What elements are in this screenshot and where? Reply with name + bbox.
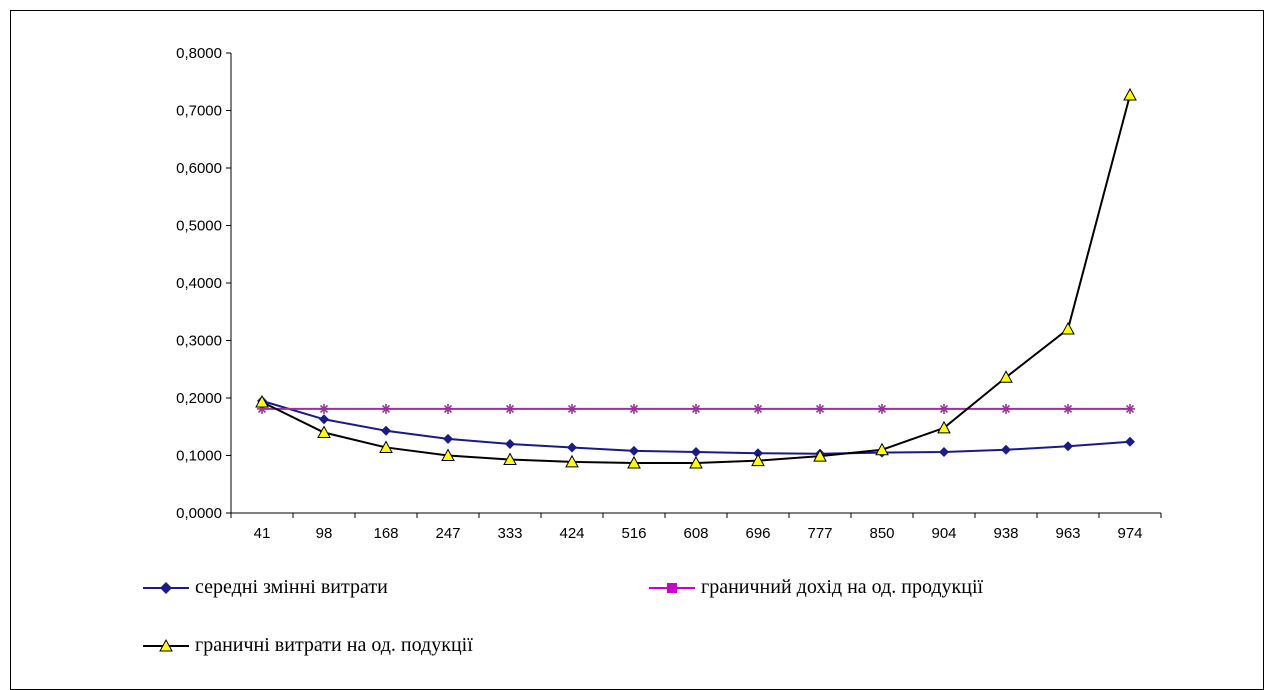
x-tick-label: 41 (254, 525, 271, 542)
data-point-triangle (317, 425, 331, 438)
y-tick-label: 0,2000 (176, 390, 222, 407)
data-point-diamond (691, 447, 701, 458)
data-point-diamond (1001, 444, 1011, 455)
x-tick-label: 333 (497, 525, 522, 542)
x-tick-label: 963 (1055, 525, 1080, 542)
x-tick-label: 696 (745, 525, 770, 542)
data-point-triangle (999, 370, 1013, 383)
series-2 (255, 87, 1137, 469)
legend-marker-diamond-icon (143, 581, 189, 594)
data-point-diamond (567, 442, 577, 453)
legend-item-marginal-costs: граничні витрати на од. подукції (141, 634, 473, 657)
data-point-asterisk (815, 403, 825, 414)
data-point-triangle (751, 453, 765, 467)
series-group (255, 87, 1137, 469)
y-tick-label: 0,1000 (176, 448, 222, 465)
data-point-asterisk (381, 403, 391, 414)
data-point-triangle (565, 454, 579, 468)
legend-label: середні змінні витрати (195, 576, 388, 598)
legend-item-marginal-revenue: граничний дохід на од. продукції (647, 576, 983, 599)
data-point-diamond (1125, 436, 1135, 447)
data-point-diamond (505, 439, 515, 449)
y-tick-label: 0,5000 (176, 218, 222, 235)
x-tick-label: 608 (683, 525, 708, 542)
data-point-triangle (813, 449, 827, 462)
y-tick-label: 0,6000 (176, 160, 222, 177)
data-point-asterisk (319, 403, 329, 414)
data-point-triangle (1123, 87, 1137, 101)
data-point-triangle (255, 394, 269, 408)
data-point-triangle (627, 455, 641, 469)
x-tick-label: 974 (1117, 525, 1142, 542)
data-point-diamond (939, 447, 949, 458)
y-tick-label: 0,8000 (176, 45, 222, 62)
data-point-triangle (689, 455, 703, 469)
x-tick-label: 424 (559, 525, 584, 542)
data-point-diamond (319, 414, 329, 425)
data-point-asterisk (1063, 403, 1073, 414)
data-point-diamond (1063, 441, 1073, 452)
y-tick-label: 0,3000 (176, 333, 222, 350)
legend-item-average-variable-costs: середні змінні витрати (141, 576, 388, 599)
data-point-asterisk (939, 403, 949, 414)
x-tick-label: 516 (621, 525, 646, 542)
chart-frame: 0,0000 0,1000 0,2000 0,3000 0,4000 0,5000 0,60… (10, 10, 1264, 690)
data-point-asterisk (629, 403, 639, 414)
data-point-asterisk (567, 403, 577, 414)
legend-label: граничні витрати на од. подукції (195, 634, 473, 656)
data-point-triangle (503, 452, 517, 466)
y-tick-label: 0,7000 (176, 103, 222, 120)
data-point-asterisk (443, 403, 453, 414)
x-tick-label: 168 (373, 525, 398, 542)
x-tick-label: 98 (316, 525, 333, 542)
line-chart: 0,0000 0,1000 0,2000 0,3000 0,4000 0,5000 0,60… (176, 45, 1162, 542)
data-point-asterisk (505, 403, 515, 414)
data-point-triangle (1061, 321, 1075, 335)
x-tick-label: 904 (931, 525, 956, 542)
y-axis-ticks: 0,0000 0,1000 0,2000 0,3000 0,4000 0,5000 0,60… (176, 45, 231, 522)
data-point-triangle (441, 448, 455, 461)
data-point-diamond (753, 448, 763, 459)
y-tick-label: 0,4000 (176, 275, 222, 292)
x-tick-label: 938 (993, 525, 1018, 542)
x-tick-label: 247 (435, 525, 460, 542)
data-point-diamond (629, 445, 639, 456)
x-axis-ticks: 41 98 168 247 333 424 516 608 696 777 850 904 938 963… (230, 513, 1162, 542)
x-tick-label: 850 (869, 525, 894, 542)
legend-marker-square-icon (649, 582, 695, 593)
data-point-asterisk (753, 403, 763, 414)
data-point-triangle (937, 420, 951, 434)
data-point-asterisk (1125, 403, 1135, 414)
data-point-asterisk (877, 403, 887, 414)
data-point-asterisk (691, 403, 701, 414)
data-point-asterisk (1001, 403, 1011, 414)
data-point-triangle (379, 440, 393, 453)
series-1 (257, 403, 1135, 414)
data-point-triangle (875, 442, 889, 456)
legend-label: граничний дохід на од. продукції (701, 576, 984, 598)
x-tick-label: 777 (807, 525, 832, 542)
legend-marker-triangle-icon (143, 638, 189, 651)
y-tick-label: 0,0000 (176, 505, 222, 522)
data-point-diamond (443, 433, 453, 444)
data-point-diamond (381, 425, 391, 436)
